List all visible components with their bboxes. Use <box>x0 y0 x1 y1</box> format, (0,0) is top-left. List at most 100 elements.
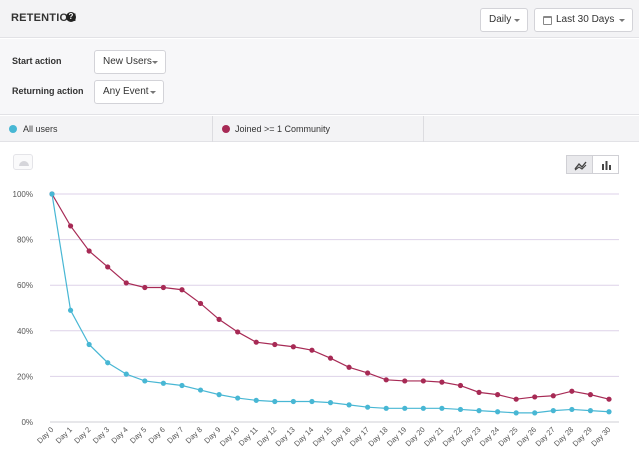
data-point <box>365 404 371 410</box>
x-tick-label: Day 7 <box>165 425 185 445</box>
legend-item-all-users[interactable]: All users <box>0 116 212 142</box>
date-range-value: Last 30 Days <box>556 14 615 25</box>
help-icon[interactable]: ? <box>66 12 76 22</box>
data-point <box>383 405 389 411</box>
legend-item-joined-community[interactable]: Joined >= 1 Community <box>213 116 423 142</box>
x-tick-label: Day 19 <box>385 425 408 448</box>
x-tick-label: Day 12 <box>255 425 278 448</box>
chevron-down-icon <box>619 19 625 22</box>
data-point <box>67 307 74 313</box>
data-point <box>550 408 556 414</box>
date-range-dropdown[interactable]: Last 30 Days <box>534 8 633 32</box>
data-point <box>457 406 464 413</box>
x-tick-label: Day 2 <box>72 425 92 445</box>
data-point <box>179 382 185 389</box>
granularity-value: Daily <box>489 14 512 25</box>
returning-action-value: Any Event <box>103 86 149 97</box>
line-chart-toggle[interactable] <box>566 155 593 174</box>
x-tick-label: Day 20 <box>404 425 427 448</box>
granularity-dropdown[interactable]: Daily <box>480 8 528 32</box>
data-point <box>142 378 148 384</box>
filters-panel: Start action New Users Returning action … <box>0 39 639 115</box>
data-point <box>587 392 594 398</box>
x-tick-label: Day 16 <box>329 425 352 448</box>
data-point <box>49 191 55 197</box>
data-point <box>420 378 426 384</box>
legend-divider <box>212 116 213 142</box>
data-point <box>105 264 111 270</box>
x-tick-label: Day 8 <box>184 425 204 445</box>
start-action-value: New Users <box>103 56 152 67</box>
x-tick-label: Day 18 <box>366 425 389 448</box>
x-tick-label: Day 24 <box>478 425 501 448</box>
x-tick-label: Day 14 <box>292 425 315 448</box>
data-point <box>235 395 241 401</box>
data-point <box>216 316 222 322</box>
x-tick-label: Day 5 <box>128 425 148 445</box>
data-point <box>290 398 296 405</box>
data-point <box>216 392 222 398</box>
x-tick-label: Day 6 <box>147 425 167 445</box>
start-action-dropdown[interactable]: New Users <box>94 50 166 74</box>
x-tick-label: Day 1 <box>54 425 74 445</box>
data-point <box>383 377 389 383</box>
x-tick-label: Day 26 <box>515 425 538 448</box>
data-point <box>439 379 445 385</box>
data-point <box>123 371 129 377</box>
x-tick-label: Day 27 <box>534 425 557 448</box>
chevron-down-icon <box>150 91 156 94</box>
data-point <box>513 396 519 402</box>
returning-action-dropdown[interactable]: Any Event <box>94 80 164 104</box>
page-title: RETENTION <box>11 12 77 24</box>
x-tick-label: Day 23 <box>459 425 482 448</box>
data-point <box>550 393 556 399</box>
data-point <box>569 406 575 413</box>
y-tick-label: 100% <box>13 190 33 199</box>
legend-divider <box>423 116 424 142</box>
data-point <box>272 398 278 405</box>
data-point <box>532 394 538 400</box>
data-point <box>402 405 408 411</box>
data-point <box>513 410 519 416</box>
returning-action-label: Returning action <box>12 86 84 96</box>
data-point <box>457 382 464 389</box>
data-point <box>495 392 501 398</box>
data-point <box>495 409 501 415</box>
start-action-label: Start action <box>12 56 62 66</box>
y-tick-label: 20% <box>17 372 33 381</box>
x-tick-label: Day 4 <box>109 425 129 445</box>
data-point <box>253 397 259 403</box>
x-tick-label: Day 21 <box>422 425 445 448</box>
x-tick-label: Day 29 <box>571 425 594 448</box>
x-tick-label: Day 22 <box>441 425 464 448</box>
gauge-icon[interactable] <box>13 154 33 170</box>
data-point <box>439 405 445 411</box>
data-point <box>346 364 352 370</box>
x-tick-label: Day 3 <box>91 425 111 445</box>
data-point <box>253 339 259 345</box>
chart-area <box>0 143 639 474</box>
bar-chart-toggle[interactable] <box>592 155 619 174</box>
bar-chart-icon <box>602 161 611 170</box>
x-tick-label: Day 10 <box>218 425 241 448</box>
data-point <box>532 410 538 416</box>
data-point <box>235 329 241 335</box>
data-point <box>402 378 408 384</box>
data-point <box>123 280 129 286</box>
data-point <box>309 398 315 405</box>
x-tick-label: Day 15 <box>311 425 334 448</box>
gauge-icon-svg <box>19 161 29 166</box>
legend-dot <box>222 125 230 133</box>
y-tick-label: 60% <box>17 281 33 290</box>
data-point <box>179 287 185 293</box>
x-tick-label: Day 28 <box>552 425 575 448</box>
series-line <box>51 193 610 400</box>
data-point <box>86 341 92 348</box>
legend-label: Joined >= 1 Community <box>235 124 331 134</box>
data-point <box>272 341 278 348</box>
y-tick-label: 40% <box>17 327 33 336</box>
data-point <box>476 389 482 395</box>
data-point <box>365 370 371 376</box>
data-point <box>160 284 166 291</box>
